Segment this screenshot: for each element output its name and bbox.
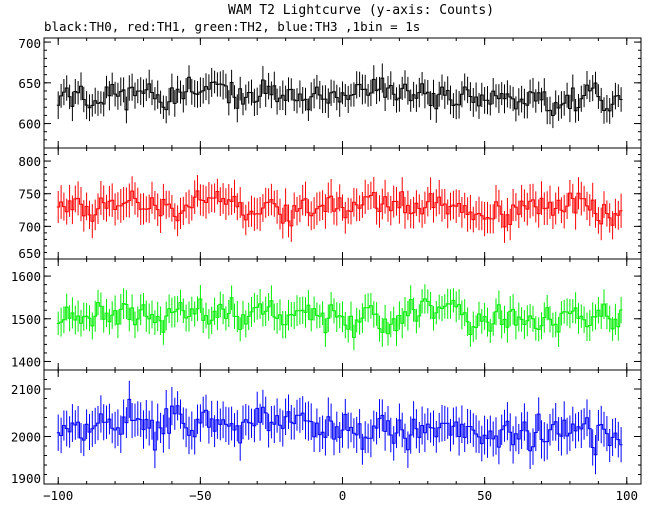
y-tick-label: 2100 — [11, 382, 41, 397]
panel-th0: 600 650 700 — [18, 36, 642, 149]
series-th0 — [56, 63, 623, 129]
series-line-th2 — [56, 297, 623, 338]
series-line-th0 — [56, 76, 623, 116]
y-tick-label: 700 — [18, 36, 41, 51]
panel-th2: 1400 1500 1600 — [11, 258, 642, 371]
x-tick-label: 100 — [615, 488, 638, 503]
y-tick-label: 1500 — [11, 312, 41, 327]
y-tick-label: 650 — [18, 246, 41, 261]
x-tick-label: −100 — [43, 488, 73, 503]
series-line-th1 — [56, 190, 623, 228]
panel-th1: 650 700 750 800 — [18, 147, 642, 261]
x-tick-label: −50 — [189, 488, 212, 503]
y-tick-label: 1600 — [11, 269, 41, 284]
y-tick-label: 700 — [18, 219, 41, 234]
y-tick-label: 1900 — [11, 471, 41, 486]
y-tick-label: 600 — [18, 117, 41, 132]
panels: 600 650 700 650 700 750 800 1400 1500 1600 1900 200… — [11, 36, 642, 486]
y-tick-label: 650 — [18, 76, 41, 91]
chart-title: WAM T2 Lightcurve (y-axis: Counts) — [228, 3, 494, 18]
y-tick-label: 2000 — [11, 430, 41, 445]
y-tick-label: 800 — [18, 154, 41, 169]
panel-th3: 1900 2000 2100 — [11, 369, 642, 486]
x-axis: −100 −50 0 50 100 — [43, 488, 638, 503]
series-th2 — [56, 284, 623, 351]
series-line-th3 — [56, 398, 623, 456]
chart-subtitle: black:TH0, red:TH1, green:TH2, blue:TH3 … — [44, 19, 420, 34]
x-tick-label: 50 — [477, 488, 492, 503]
y-tick-label: 750 — [18, 187, 41, 202]
series-th1 — [56, 175, 623, 243]
y-tick-label: 1400 — [11, 354, 41, 369]
x-tick-label: 0 — [339, 488, 347, 503]
series-th3 — [56, 380, 623, 475]
